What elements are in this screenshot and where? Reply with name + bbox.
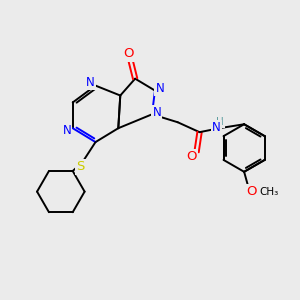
Text: S: S <box>76 160 85 173</box>
Text: H: H <box>217 117 224 127</box>
Text: O: O <box>246 185 256 198</box>
Text: O: O <box>123 47 134 60</box>
Text: N: N <box>212 121 221 134</box>
Text: N: N <box>86 76 95 89</box>
Text: CH₃: CH₃ <box>259 187 278 196</box>
Text: N: N <box>155 82 164 95</box>
Text: N: N <box>153 106 161 119</box>
Text: N: N <box>62 124 71 137</box>
Text: O: O <box>186 150 197 164</box>
